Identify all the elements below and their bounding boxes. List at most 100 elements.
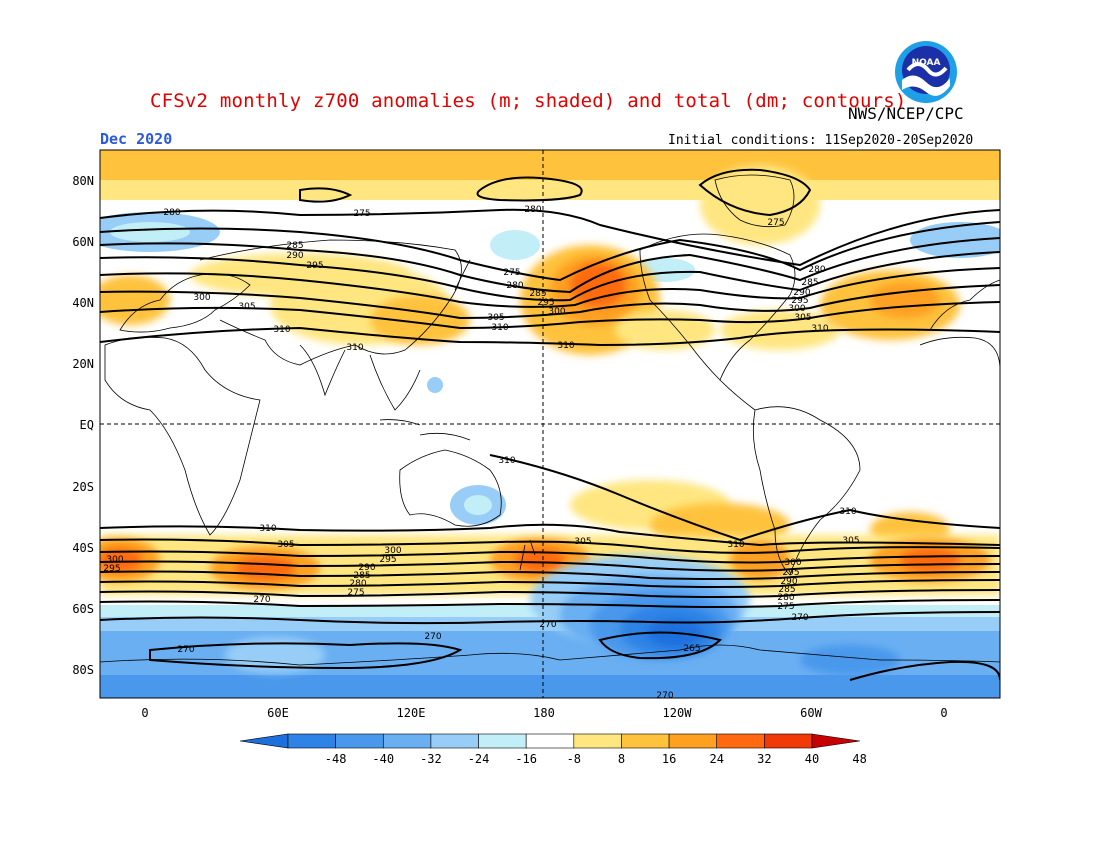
- contour-label: 295: [379, 555, 396, 565]
- contour-label: 275: [777, 602, 794, 612]
- colorbar-label: -32: [420, 752, 442, 766]
- colorbar-label: -24: [467, 752, 490, 766]
- colorbar-label: 40: [804, 752, 820, 766]
- contour-label: 270: [177, 645, 194, 655]
- contour-label: 275: [503, 268, 520, 278]
- lat-label: 40N: [72, 296, 94, 310]
- contour-label: 305: [794, 313, 811, 323]
- lat-label: 80N: [72, 174, 94, 188]
- contour-label: 310: [491, 323, 508, 333]
- contour-label: 280: [524, 205, 541, 215]
- contour-labels-north: 280 275 280 275 280 285 290 295 300 305 …: [163, 205, 828, 353]
- anomaly-shading: [100, 150, 1000, 698]
- lat-label: 20N: [72, 357, 94, 371]
- contour-label: 285: [778, 585, 795, 595]
- contour-label: 300: [106, 555, 123, 565]
- contour-label: 290: [780, 577, 797, 587]
- colorbar-swatch: [668, 733, 718, 749]
- colorbar-swatch: [335, 733, 384, 749]
- contour-labels-south: 310 310 305 300 295 290 285 280 275 270 …: [103, 456, 859, 701]
- contour-label: 310: [273, 325, 290, 335]
- contour-label: 295: [782, 568, 799, 578]
- lat-label: 60S: [72, 602, 94, 616]
- colorbar-swatch: [716, 733, 765, 749]
- colorbar-label: -16: [515, 752, 538, 766]
- figure-title: CFSv2 monthly z700 anomalies (m; shaded)…: [150, 90, 907, 112]
- colorbar-label: -40: [372, 752, 395, 766]
- contour-label: 310: [259, 524, 276, 534]
- map-frame: [99, 149, 1001, 699]
- noaa-logo: NOAA: [895, 41, 957, 103]
- contour-label: 265: [683, 644, 700, 654]
- lon-label: 60W: [800, 706, 822, 720]
- contour-label: 310: [839, 507, 856, 517]
- contour-label: 285: [353, 571, 370, 581]
- contour-label: 300: [384, 546, 401, 556]
- lon-label: 0: [940, 706, 948, 720]
- contour-label: 285: [529, 289, 546, 299]
- contour-label: 310: [727, 540, 744, 550]
- colorbar-swatch: [239, 733, 289, 749]
- contour-label: 290: [286, 251, 303, 261]
- lat-label: 40S: [72, 541, 94, 555]
- colorbar-swatch: [382, 733, 432, 749]
- forecast-month: Dec 2020: [100, 130, 173, 148]
- lon-label: 120W: [662, 706, 692, 720]
- colorbar-label: -48: [324, 752, 347, 766]
- initial-conditions: Initial conditions: 11Sep2020-20Sep2020: [668, 133, 974, 148]
- contour-label: 270: [656, 691, 673, 701]
- agency-label: NWS/NCEP/CPC: [848, 104, 964, 123]
- colorbar-label: -8: [566, 752, 582, 766]
- contour-label: 305: [842, 536, 859, 546]
- height-contours: [100, 168, 1000, 681]
- contour-label: 280: [777, 593, 794, 603]
- contour-label: 310: [557, 341, 574, 351]
- colorbar: [239, 733, 861, 749]
- contour-label: 305: [277, 540, 294, 550]
- contour-label: 310: [811, 324, 828, 334]
- colorbar-swatch: [621, 733, 670, 749]
- contour-label: 310: [498, 456, 515, 466]
- contour-label: 305: [238, 302, 255, 312]
- contour-label: 300: [193, 293, 210, 303]
- contour-label: 295: [306, 261, 323, 271]
- contour-label: 270: [424, 632, 441, 642]
- lat-label: 80S: [72, 663, 94, 677]
- contour-label: 280: [349, 579, 366, 589]
- contour-label: 270: [539, 620, 556, 630]
- contour-label: 275: [353, 209, 370, 219]
- colorbar-swatch: [764, 733, 813, 749]
- contour-label: 300: [788, 304, 805, 314]
- contour-label: 310: [346, 343, 363, 353]
- colorbar-label: 48: [852, 752, 867, 766]
- contour-label: 300: [548, 307, 565, 317]
- lon-label: 180: [533, 706, 555, 720]
- contour-label: 295: [103, 564, 120, 574]
- colorbar-swatch: [811, 733, 861, 749]
- lon-label: 0: [141, 706, 149, 720]
- contour-label: 290: [358, 563, 375, 573]
- contour-label: 295: [791, 296, 808, 306]
- contour-label: 280: [506, 281, 523, 291]
- contour-label: 295: [537, 298, 554, 308]
- colorbar-swatch: [573, 733, 622, 749]
- coastlines: [100, 174, 1000, 666]
- colorbar-label: 16: [661, 752, 677, 766]
- logo-text: NOAA: [912, 58, 941, 68]
- lon-label: 120E: [396, 706, 426, 720]
- contour-label: 270: [253, 595, 270, 605]
- colorbar-label: 8: [617, 752, 626, 766]
- contour-label: 280: [808, 265, 825, 275]
- colorbar-label: 32: [757, 752, 772, 766]
- contour-label: 305: [487, 313, 504, 323]
- contour-label: 275: [347, 588, 364, 598]
- colorbar-swatch: [525, 733, 575, 749]
- contour-label: 275: [767, 218, 784, 228]
- lat-label: 20S: [72, 480, 94, 494]
- colorbar-label: 24: [709, 752, 724, 766]
- contour-label: 285: [801, 278, 818, 288]
- lat-label: 60N: [72, 235, 94, 249]
- contour-label: 280: [163, 208, 180, 218]
- contour-label: 300: [784, 558, 801, 568]
